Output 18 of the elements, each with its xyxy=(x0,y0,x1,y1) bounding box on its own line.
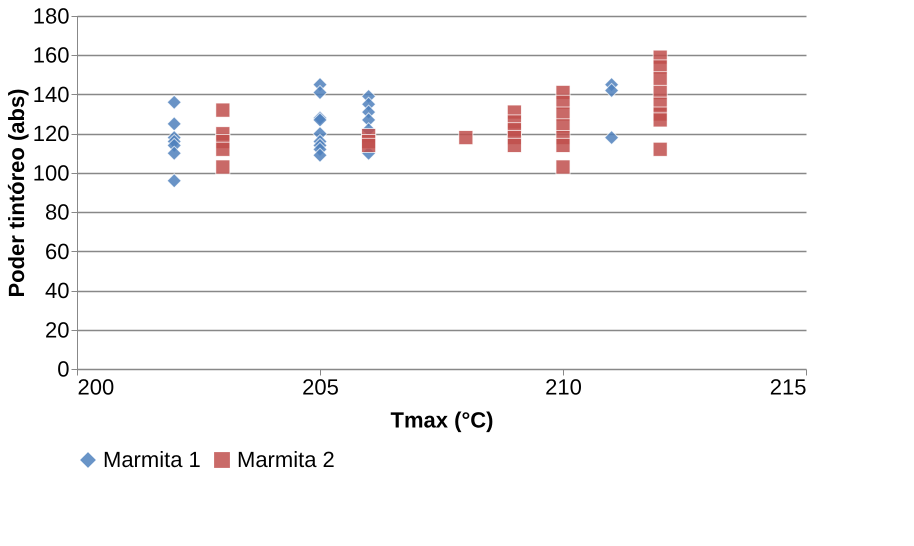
x-tick-label: 210 xyxy=(545,374,582,400)
x-tick-label: 215 xyxy=(770,374,806,400)
legend-label: Marmita 1 xyxy=(103,447,201,472)
y-tick-label: 160 xyxy=(32,42,70,68)
x-tick-label: 200 xyxy=(78,374,114,400)
x-tick-label: 205 xyxy=(302,374,339,400)
y-tick-label: 20 xyxy=(45,317,70,342)
y-tick-label: 40 xyxy=(45,278,70,304)
y-tick-label: 120 xyxy=(32,121,70,146)
y-tick-label: 80 xyxy=(45,200,70,225)
y-axis-title: Poder tintóreo (abs) xyxy=(4,88,29,298)
y-tick-label: 180 xyxy=(32,4,70,28)
legend-label: Marmita 2 xyxy=(237,447,335,472)
y-tick-label: 60 xyxy=(45,238,70,264)
y-tick-label: 100 xyxy=(32,160,70,186)
x-axis-title: Tmax (°C) xyxy=(390,408,494,432)
y-tick-label: 0 xyxy=(57,356,70,382)
y-tick-label: 140 xyxy=(32,82,70,107)
